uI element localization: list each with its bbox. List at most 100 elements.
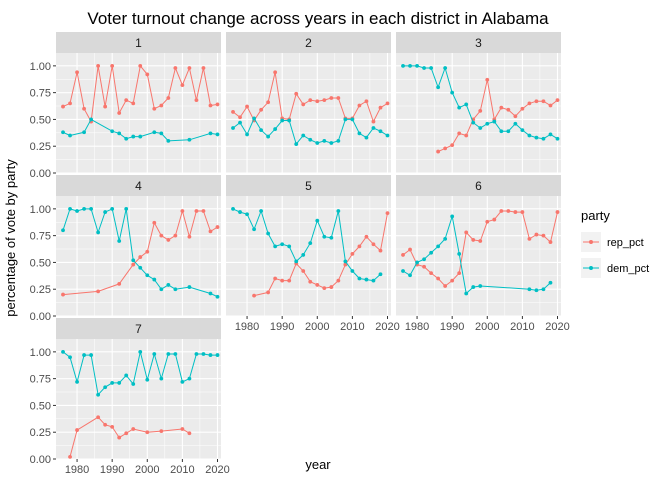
data-point-dem_pct (245, 212, 249, 217)
data-point-dem_pct (280, 118, 285, 123)
data-point-rep_pct (541, 99, 546, 104)
data-point-dem_pct (259, 128, 264, 133)
data-point-rep_pct (322, 286, 327, 291)
data-point-dem_pct (378, 272, 383, 277)
y-tick-label: 0.00 (30, 168, 51, 180)
series-line-dem_pct (232, 208, 381, 282)
data-point-rep_pct (131, 262, 136, 267)
data-point-dem_pct (287, 118, 292, 123)
data-point-dem_pct (371, 126, 376, 130)
data-point-dem_pct (471, 285, 476, 289)
data-point-dem_pct (520, 128, 525, 133)
data-point-dem_pct (364, 135, 369, 140)
data-point-rep_pct (231, 110, 235, 114)
data-point-dem_pct (408, 63, 412, 68)
data-point-dem_pct (194, 352, 199, 356)
data-point-rep_pct (506, 107, 511, 112)
data-point-rep_pct (208, 103, 213, 108)
data-point-rep_pct (534, 232, 539, 237)
data-point-dem_pct (527, 133, 532, 138)
data-point-rep_pct (124, 98, 129, 103)
y-tick-label: 0.50 (30, 114, 51, 126)
data-point-rep_pct (520, 106, 525, 111)
data-point-rep_pct (68, 454, 72, 459)
data-point-dem_pct (401, 269, 405, 273)
data-point-rep_pct (180, 83, 185, 88)
data-point-rep_pct (436, 276, 441, 281)
data-point-rep_pct (201, 209, 206, 213)
panel-background (56, 196, 221, 316)
data-point-dem_pct (96, 230, 101, 235)
data-point-dem_pct (450, 90, 455, 95)
data-point-dem_pct (266, 134, 271, 139)
data-point-dem_pct (215, 132, 220, 137)
data-point-dem_pct (429, 250, 434, 255)
data-point-rep_pct (131, 427, 136, 431)
panel-background (396, 196, 561, 316)
data-point-rep_pct (273, 70, 278, 75)
panel-strip (56, 175, 221, 196)
data-point-rep_pct (103, 104, 108, 109)
panel-strip-label: 1 (135, 36, 142, 50)
data-point-dem_pct (499, 129, 504, 134)
panel-strip-label: 2 (305, 36, 312, 50)
data-point-rep_pct (273, 276, 278, 281)
data-point-rep_pct (513, 210, 518, 214)
data-point-dem_pct (464, 291, 469, 296)
data-point-rep_pct (555, 98, 560, 103)
data-point-rep_pct (322, 98, 327, 103)
data-point-dem_pct (180, 379, 185, 384)
x-axis-label: year (305, 457, 331, 472)
data-point-rep_pct (527, 236, 532, 241)
panel-strip-label: 7 (135, 322, 142, 336)
data-point-dem_pct (259, 209, 264, 213)
data-point-dem_pct (215, 353, 220, 357)
data-point-rep_pct (464, 230, 469, 235)
data-point-dem_pct (294, 259, 299, 264)
data-point-rep_pct (364, 234, 369, 239)
data-point-dem_pct (357, 276, 362, 281)
data-point-rep_pct (485, 77, 490, 82)
data-point-dem_pct (343, 117, 348, 122)
data-point-rep_pct (450, 143, 455, 148)
data-point-rep_pct (471, 238, 476, 242)
panel-background (226, 196, 391, 316)
data-point-dem_pct (68, 133, 72, 138)
x-tick-label: 2020 (205, 464, 229, 476)
data-point-rep_pct (75, 428, 79, 432)
data-point-rep_pct (124, 431, 129, 436)
data-point-dem_pct (308, 241, 313, 246)
panel-background (56, 53, 221, 173)
data-point-rep_pct (357, 103, 362, 108)
data-point-rep_pct (287, 278, 292, 283)
data-point-dem_pct (294, 142, 299, 146)
data-point-rep_pct (378, 248, 383, 253)
panel-strip (226, 175, 391, 196)
data-point-rep_pct (201, 66, 206, 70)
data-point-rep_pct (96, 289, 101, 294)
data-point-rep_pct (145, 249, 150, 254)
data-point-rep_pct (61, 292, 65, 297)
data-point-rep_pct (343, 262, 348, 267)
data-point-dem_pct (208, 131, 213, 136)
data-point-rep_pct (548, 103, 553, 108)
data-point-dem_pct (506, 129, 511, 134)
data-point-dem_pct (89, 117, 94, 122)
data-point-dem_pct (117, 381, 122, 385)
data-point-rep_pct (266, 290, 271, 295)
data-point-rep_pct (499, 209, 504, 213)
data-point-rep_pct (280, 278, 285, 283)
data-point-dem_pct (89, 353, 94, 357)
data-point-dem_pct (478, 126, 483, 130)
data-point-dem_pct (322, 234, 327, 239)
legend-title: party (581, 208, 610, 223)
data-point-rep_pct (131, 101, 136, 106)
data-point-rep_pct (478, 239, 483, 243)
panel-district-1: 1 0.00 0.25 0.50 0.75 1.00 (30, 32, 221, 180)
x-tick-label: 2020 (545, 321, 569, 333)
data-point-dem_pct (152, 277, 157, 282)
data-point-dem_pct (187, 137, 192, 142)
data-point-rep_pct (401, 253, 405, 257)
data-point-rep_pct (245, 104, 249, 109)
